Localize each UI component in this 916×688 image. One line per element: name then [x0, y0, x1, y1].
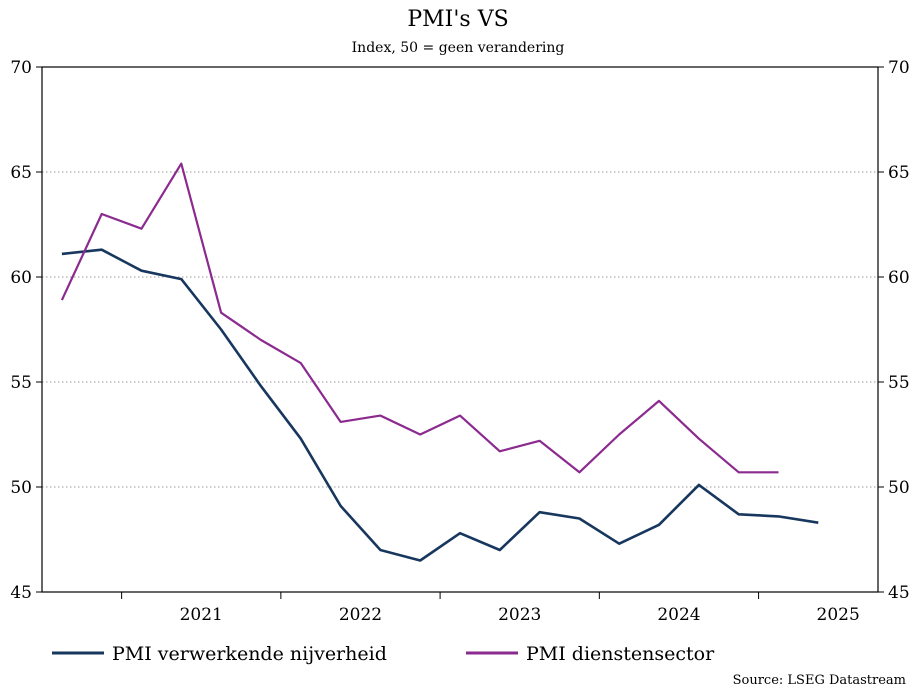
ytick-left-label: 60	[10, 268, 32, 288]
chart-title: PMI's VS	[407, 7, 508, 32]
series-lines	[60, 162, 819, 562]
legend: PMI verwerkende nijverheid PMI dienstens…	[52, 643, 715, 665]
ytick-left-label: 50	[10, 478, 32, 498]
xtick-label: 2021	[180, 605, 223, 625]
legend-label-services: PMI dienstensector	[526, 643, 715, 665]
xtick-label: 2025	[817, 605, 860, 625]
y-axes: 45 45 50 50 55 55 60 60 65 65 70 70	[10, 58, 909, 603]
ytick-right-label: 55	[888, 373, 910, 393]
plot-frame	[41, 66, 879, 593]
ytick-right-label: 45	[888, 583, 910, 603]
ytick-left-label: 55	[10, 373, 32, 393]
ytick-left-label: 65	[10, 163, 32, 183]
legend-label-manufacturing: PMI verwerkende nijverheid	[112, 643, 387, 665]
xtick-label: 2023	[498, 605, 541, 625]
x-axis: 2021 2022 2023 2024 2025	[121, 592, 860, 625]
xtick-label: 2024	[657, 605, 700, 625]
xtick-label: 2022	[339, 605, 382, 625]
source-note: Source: LSEG Datastream	[733, 673, 906, 688]
chart-subtitle: Index, 50 = geen verandering	[352, 40, 565, 56]
ytick-left-label: 45	[10, 583, 32, 603]
ytick-right-label: 50	[888, 478, 910, 498]
series-line-0	[61, 248, 819, 562]
gridlines	[42, 171, 878, 488]
ytick-right-label: 70	[888, 58, 910, 78]
ytick-right-label: 60	[888, 268, 910, 288]
series-line-1	[60, 162, 779, 474]
ytick-right-label: 65	[888, 163, 910, 183]
ytick-left-label: 70	[10, 58, 32, 78]
